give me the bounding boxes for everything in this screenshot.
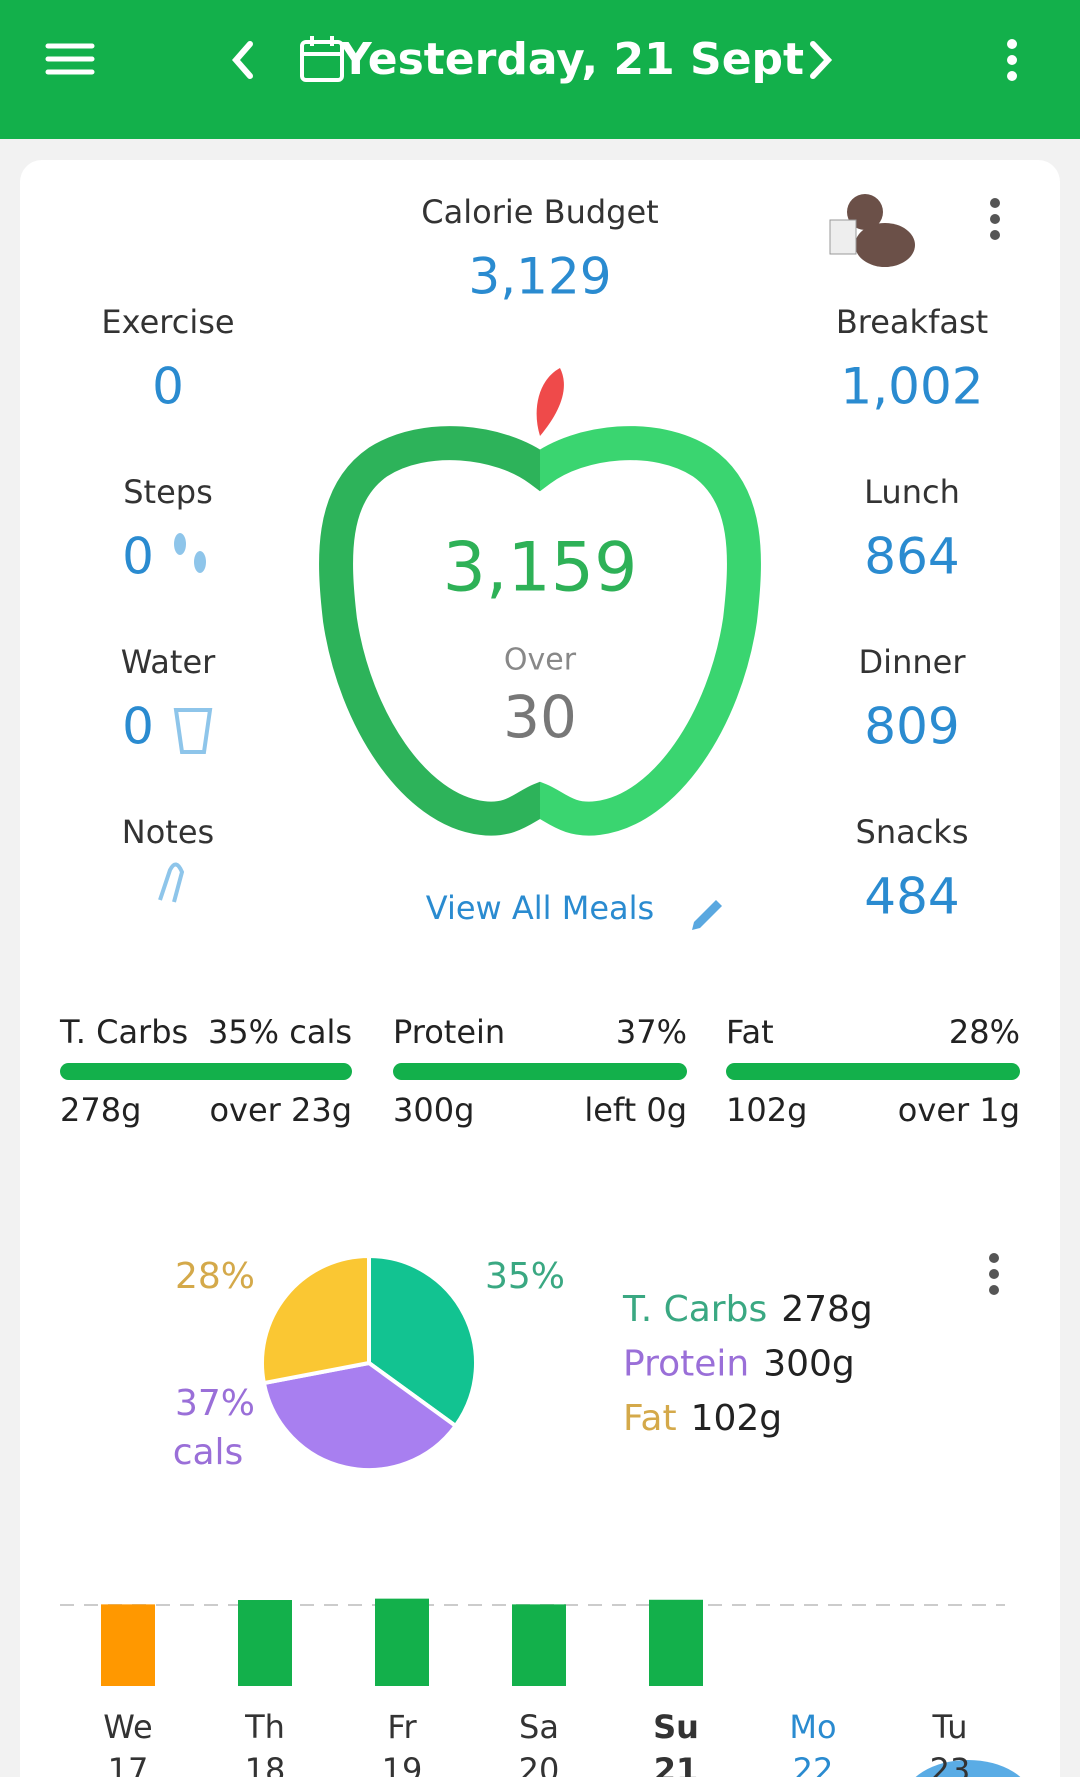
budget-value: 3,129 xyxy=(468,248,611,306)
meal-label: Dinner xyxy=(859,643,967,681)
side-label: Notes xyxy=(122,813,214,851)
legend-amount: 300g xyxy=(763,1344,855,1385)
pie-label: 37% xyxy=(175,1383,255,1424)
card-menu[interactable] xyxy=(990,198,1000,240)
day-date: 22 xyxy=(793,1751,834,1777)
meal-calories: 864 xyxy=(864,528,959,586)
day-bar xyxy=(512,1604,566,1686)
macro-bar xyxy=(393,1063,687,1080)
steps-icon xyxy=(174,533,206,573)
day-name: We xyxy=(103,1708,152,1746)
side-value: 0 xyxy=(122,528,154,586)
day-date: 23 xyxy=(930,1751,971,1777)
next-day[interactable] xyxy=(810,41,833,79)
meal-calories: 809 xyxy=(864,698,959,756)
date-title[interactable]: Yesterday, 21 Sept xyxy=(339,34,804,85)
macro-bar xyxy=(60,1063,352,1080)
macro-name: T. Carbs xyxy=(59,1013,188,1051)
notes-icon[interactable] xyxy=(158,862,185,903)
macro-bar xyxy=(726,1063,1020,1080)
side-value: 0 xyxy=(122,698,154,756)
macro-percent: 28% xyxy=(949,1013,1020,1051)
chart-menu xyxy=(989,1253,999,1295)
side-label: Steps xyxy=(123,473,213,511)
difference: 30 xyxy=(503,683,577,751)
legend-name: Fat xyxy=(623,1398,677,1439)
macro-name: Fat xyxy=(726,1013,774,1051)
meal-calories: 484 xyxy=(864,868,959,926)
view-all-meals[interactable]: View All Meals xyxy=(426,889,654,927)
day-date: 17 xyxy=(108,1751,149,1777)
legend-amount: 102g xyxy=(691,1398,783,1439)
macro-amount: 300g xyxy=(393,1091,474,1129)
budget-label: Calorie Budget xyxy=(421,193,658,231)
macro-percent: 37% xyxy=(616,1013,687,1051)
day-date: 19 xyxy=(382,1751,423,1777)
day-bar xyxy=(375,1598,429,1686)
macro-amount: 102g xyxy=(726,1091,807,1129)
macro-name: Protein xyxy=(393,1013,505,1051)
macro-remaining: over 23g xyxy=(209,1091,352,1129)
water-icon xyxy=(173,708,213,754)
mascot xyxy=(829,194,915,267)
status: Over xyxy=(504,643,577,678)
pie-label: 28% xyxy=(175,1256,255,1297)
side-value: 0 xyxy=(152,358,184,416)
macro-remaining: left 0g xyxy=(584,1091,687,1129)
day-bar xyxy=(101,1604,155,1686)
calendar-icon[interactable] xyxy=(300,36,344,82)
day-name: Su xyxy=(653,1708,699,1746)
day-date: 21 xyxy=(654,1751,699,1777)
prev-day[interactable] xyxy=(232,41,253,79)
pie-slice xyxy=(261,1360,459,1472)
pie-label: 35% xyxy=(485,1256,565,1297)
menu-dot xyxy=(989,1285,999,1295)
macro-remaining: over 1g xyxy=(898,1091,1020,1129)
apple-leaf xyxy=(536,368,564,436)
side-label: Water xyxy=(121,643,216,681)
day-date: 20 xyxy=(519,1751,560,1777)
overflow-menu[interactable] xyxy=(1007,39,1017,81)
pie-slice xyxy=(260,1253,371,1386)
macro-percent: 35% cals xyxy=(208,1013,352,1051)
pie-unit: cals xyxy=(173,1432,244,1473)
day-date: 18 xyxy=(245,1751,286,1777)
macro-amount: 278g xyxy=(60,1091,141,1129)
day-name: Mo xyxy=(789,1708,836,1746)
menu-button[interactable] xyxy=(45,43,95,75)
app-bar xyxy=(0,0,1080,139)
day-bar xyxy=(649,1599,703,1686)
apple-ring xyxy=(319,426,761,836)
legend-amount: 278g xyxy=(781,1289,873,1330)
day-name: Fr xyxy=(387,1708,417,1746)
menu-dot xyxy=(989,1269,999,1279)
day-name: Sa xyxy=(519,1708,559,1746)
fab[interactable] xyxy=(904,1760,1032,1777)
day-name: Tu xyxy=(932,1708,968,1746)
side-label: Exercise xyxy=(101,303,234,341)
legend-entry: T. Carbs 278g xyxy=(622,1289,873,1330)
legend-entry: Protein 300g xyxy=(623,1344,855,1385)
pie-slice xyxy=(367,1253,478,1429)
meal-calories: 1,002 xyxy=(840,358,983,416)
legend-name: T. Carbs xyxy=(622,1289,767,1330)
edit-icon[interactable] xyxy=(692,900,722,930)
meal-label: Breakfast xyxy=(836,303,988,341)
total-calories: 3,159 xyxy=(443,529,638,608)
day-name: Th xyxy=(244,1708,285,1746)
menu-dot xyxy=(989,1253,999,1263)
legend-entry: Fat 102g xyxy=(623,1398,782,1439)
meal-label: Snacks xyxy=(856,813,969,851)
meal-label: Lunch xyxy=(864,473,960,511)
legend-name: Protein xyxy=(623,1344,749,1385)
day-bar xyxy=(238,1600,292,1686)
